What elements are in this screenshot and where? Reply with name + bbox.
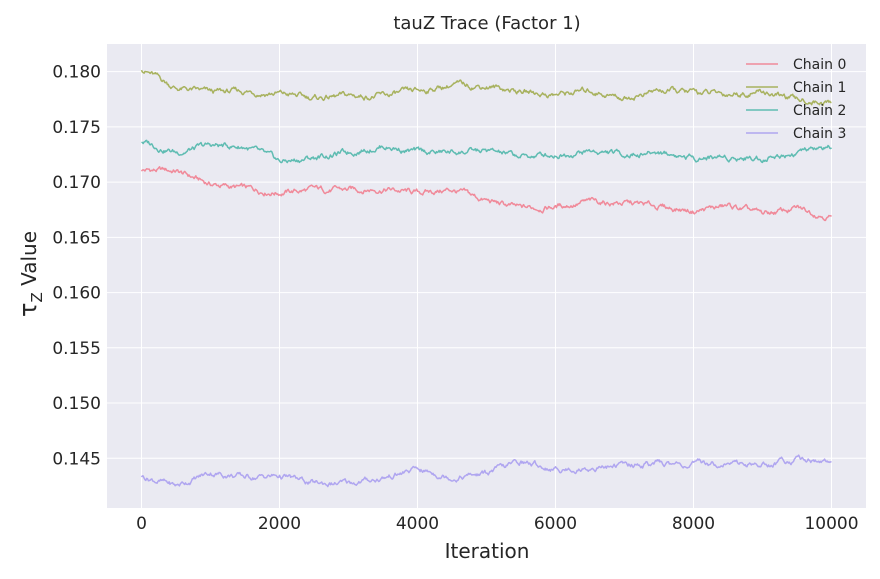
y-axis-label: τZ Value [14,231,46,317]
legend: Chain 0 Chain 1 Chain 2 Chain 3 [746,57,846,142]
series-line-chain-1 [140,69,832,107]
series-line-chain-0 [140,166,832,222]
series-line-chain-2 [141,139,832,164]
y-tick-label: 0.170 [52,173,101,193]
series-lines [140,69,832,488]
x-tick-label: 4000 [396,514,439,534]
y-tick-label: 0.155 [52,339,101,359]
series-line-chain-3 [140,454,832,488]
chart-title: tauZ Trace (Factor 1) [393,13,580,34]
x-axis-label: Iteration [445,539,530,563]
legend-label-chain-2: Chain 2 [793,103,846,119]
tick-labels: 0 2000 4000 6000 8000 10000 0.145 0.150 0.155 0.1… [52,63,858,534]
y-tick-label: 0.145 [52,449,101,469]
legend-label-chain-0: Chain 0 [793,57,846,73]
x-tick-label: 0 [136,514,147,534]
x-tick-label: 8000 [672,514,715,534]
legend-label-chain-1: Chain 1 [793,80,846,96]
x-tick-label: 2000 [258,514,301,534]
x-tick-label: 10000 [804,514,858,534]
y-tick-label: 0.180 [52,63,101,83]
y-axis-label-suffix: Value [17,231,41,292]
y-tick-label: 0.175 [52,118,101,138]
y-tick-label: 0.150 [52,394,101,414]
y-tick-label: 0.160 [52,284,101,304]
legend-label-chain-3: Chain 3 [793,126,846,142]
grid [107,44,866,508]
y-axis-label-subscript: Z [28,292,46,302]
plot-area [107,44,866,508]
x-tick-label: 6000 [534,514,577,534]
y-axis-label-symbol: τ [14,303,42,317]
y-tick-label: 0.165 [52,228,101,248]
